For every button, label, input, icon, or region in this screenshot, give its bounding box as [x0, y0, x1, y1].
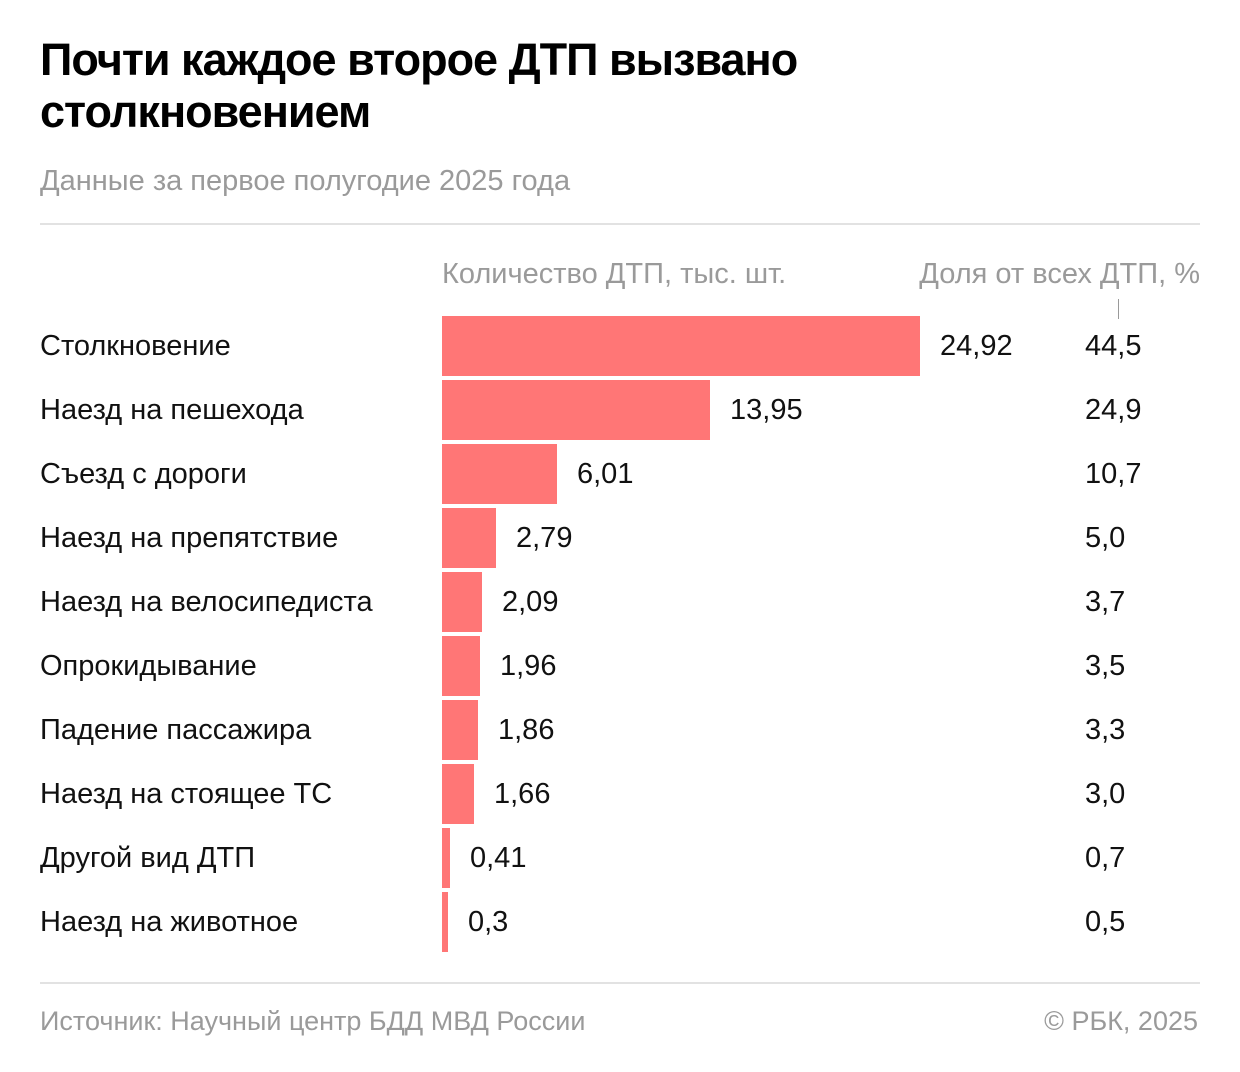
share-value-label: 3,7 — [1085, 586, 1126, 618]
bar — [442, 700, 478, 760]
bar — [442, 380, 710, 440]
bar-value-label: 1,66 — [494, 778, 551, 810]
share-value-label: 44,5 — [1085, 330, 1142, 362]
share-value-label: 24,9 — [1085, 394, 1142, 426]
bar-value-label: 2,79 — [516, 522, 573, 554]
category-label: Столкновение — [40, 330, 231, 362]
share-value-label: 5,0 — [1085, 522, 1126, 554]
share-value-label: 3,0 — [1085, 778, 1126, 810]
category-label: Наезд на стоящее ТС — [40, 778, 333, 810]
bar — [442, 316, 920, 376]
category-label: Наезд на препятствие — [40, 522, 339, 554]
category-label: Наезд на пешехода — [40, 394, 304, 426]
category-label: Падение пассажира — [40, 714, 312, 746]
source-note: Источник: Научный центр БДД МВД России — [40, 1006, 586, 1036]
share-column-header: Доля от всех ДТП, % — [919, 258, 1200, 290]
bar — [442, 444, 557, 504]
count-column-header: Количество ДТП, тыс. шт. — [442, 258, 787, 290]
bar-value-label: 6,01 — [577, 458, 634, 490]
chart-title: Почти каждое второе ДТП вызвано столкнов… — [40, 34, 798, 137]
category-label: Наезд на животное — [40, 906, 299, 938]
share-value-label: 3,5 — [1085, 650, 1126, 682]
bar — [442, 636, 480, 696]
share-value-label: 0,7 — [1085, 842, 1126, 874]
bar-value-label: 0,41 — [470, 842, 527, 874]
bar-value-label: 1,96 — [500, 650, 557, 682]
bar — [442, 508, 496, 568]
chart-subtitle: Данные за первое полугодие 2025 года — [40, 165, 571, 197]
share-column-tick — [1118, 299, 1119, 319]
copyright-note: © РБК, 2025 — [1044, 1006, 1198, 1036]
bottom-divider — [40, 982, 1200, 984]
bar-value-label: 1,86 — [498, 714, 555, 746]
category-label: Наезд на велосипедиста — [40, 586, 373, 618]
bar-value-label: 0,3 — [468, 906, 509, 938]
bar-value-label: 24,92 — [940, 330, 1013, 362]
top-divider — [40, 223, 1200, 225]
bar — [442, 892, 448, 952]
category-label: Опрокидывание — [40, 650, 257, 682]
category-label: Съезд с дороги — [40, 458, 247, 490]
bar-value-label: 13,95 — [730, 394, 803, 426]
bar — [442, 764, 474, 824]
share-value-label: 10,7 — [1085, 458, 1142, 490]
bar — [442, 828, 450, 888]
bar-value-label: 2,09 — [502, 586, 559, 618]
bar — [442, 572, 482, 632]
share-value-label: 0,5 — [1085, 906, 1126, 938]
category-label: Другой вид ДТП — [40, 842, 256, 874]
share-value-label: 3,3 — [1085, 714, 1126, 746]
